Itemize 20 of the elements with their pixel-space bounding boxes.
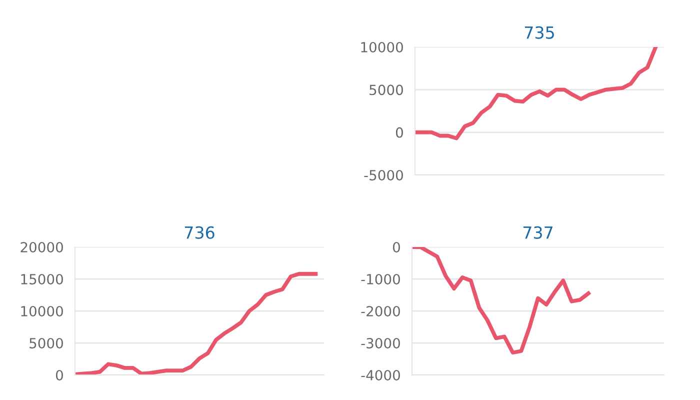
y-tick-label: 5000 (370, 84, 403, 96)
y-tick-label: -3000 (361, 338, 400, 348)
y-tick-label: -5000 (364, 170, 403, 180)
chart-title: 735 (524, 26, 554, 39)
y-tick-label: -4000 (361, 370, 400, 380)
y-tick-label: -2000 (361, 306, 400, 316)
y-tick-label: 20000 (20, 242, 63, 252)
y-tick-label: 5000 (30, 338, 63, 348)
chart-title: 736 (184, 226, 214, 239)
y-tick-label: 0 (56, 370, 63, 380)
y-tick-label: 10000 (21, 306, 63, 316)
line-series (75, 272, 318, 375)
line-series (412, 247, 590, 355)
y-tick-label: 0 (396, 127, 403, 138)
y-tick-label: -1000 (361, 274, 400, 284)
chart-title: 737 (523, 226, 552, 239)
line-series (415, 47, 658, 140)
y-tick-label: 0 (392, 242, 400, 252)
y-tick-label: 10000 (361, 42, 403, 52)
y-tick-label: 15000 (21, 274, 63, 284)
